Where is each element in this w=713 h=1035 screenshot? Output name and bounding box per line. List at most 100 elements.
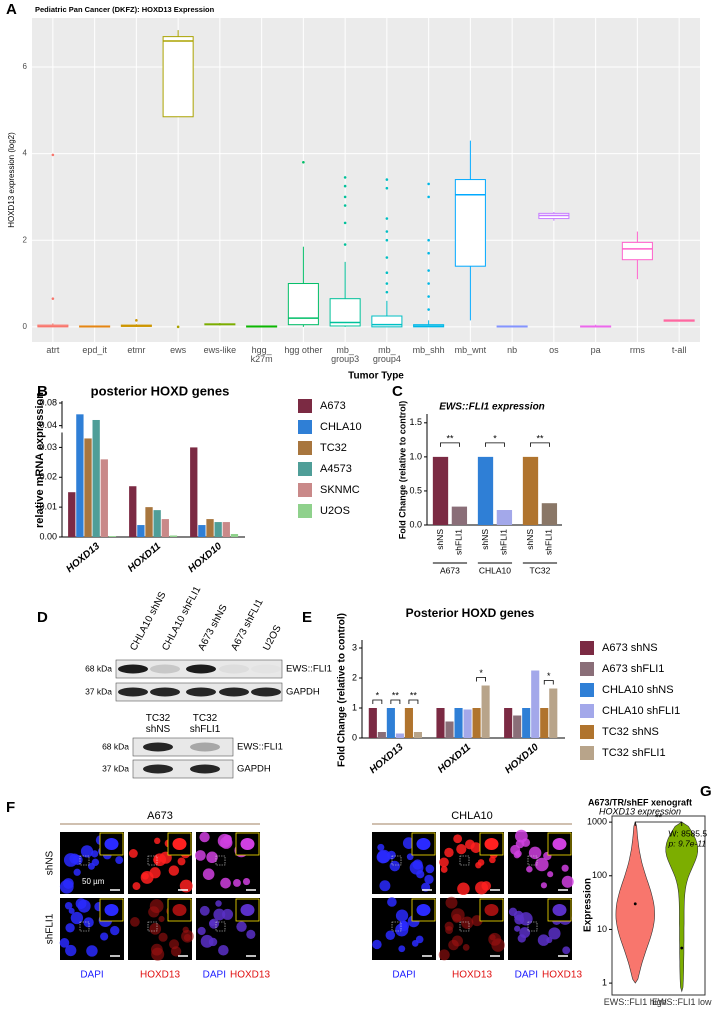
legend-label: CHLA10 [320, 421, 362, 433]
column-header: A673 [147, 810, 173, 822]
row-label: shNS [45, 850, 56, 875]
y-tick-label: 0.00 [39, 531, 57, 541]
significance-label: ** [392, 690, 400, 700]
lane-label: A673 shNS [196, 603, 230, 653]
significance-bracket [530, 442, 550, 447]
inset-cell [172, 904, 187, 916]
significance-bracket [634, 821, 683, 826]
y-tick-label: 0.03 [39, 442, 57, 452]
legend-label: U2OS [320, 505, 350, 517]
nucleus [199, 905, 210, 916]
x-tick-label: HOXD13 [64, 541, 102, 575]
inset-cell [104, 904, 119, 916]
marker-label: 68 kDa [85, 663, 112, 673]
outlier [343, 221, 347, 225]
bar [190, 447, 198, 537]
y-tick-label: 0 [352, 732, 357, 742]
y-tick-label: 1 [352, 702, 357, 712]
nucleus [158, 915, 165, 923]
bar [522, 456, 539, 525]
bar [432, 456, 449, 525]
y-tick-label: 4 [23, 149, 28, 158]
nucleus [444, 847, 454, 858]
y-tick-label: 0.04 [39, 420, 57, 430]
significance-label: * [376, 690, 380, 700]
box [162, 36, 194, 118]
panel-letter: G [700, 783, 712, 800]
nucleus [177, 857, 186, 866]
blot-band [190, 764, 220, 774]
nucleus [457, 882, 470, 896]
nucleus [470, 842, 482, 853]
significance-bracket [440, 442, 460, 447]
bar [504, 708, 513, 738]
nucleus [387, 897, 397, 907]
nucleus [83, 917, 94, 928]
nucleus [456, 844, 467, 855]
blot-band [186, 687, 216, 697]
nucleus [445, 926, 454, 935]
outlier [427, 282, 430, 285]
bar [206, 519, 214, 537]
channel-label: HOXD13 [230, 970, 270, 981]
x-tick-label: etmr [127, 345, 146, 355]
x-tick-label: shNS [480, 529, 490, 550]
blot-band [251, 687, 281, 697]
box [621, 241, 653, 261]
zoom-box [391, 921, 402, 932]
nucleus [86, 945, 98, 957]
legend-swatch [298, 420, 312, 434]
x-tick-label: HOXD10 [503, 742, 541, 776]
zoom-box [147, 921, 158, 932]
nucleus [398, 945, 406, 953]
x-tick-label: os [549, 345, 559, 355]
outlier [343, 204, 347, 207]
blot-band [251, 665, 281, 674]
y-axis-label: relative mRNA expression [34, 392, 46, 528]
chart-title: A673/TR/shEF xenograft [588, 797, 692, 807]
nucleus [110, 925, 120, 936]
nucleus [128, 849, 138, 858]
significance-bracket [372, 699, 383, 704]
nucleus [416, 870, 425, 879]
y-tick-label: 2 [352, 672, 357, 682]
y-tick-label: 1000 [587, 816, 607, 826]
blot-band [150, 687, 180, 697]
stat-label: p: 9.7e-11 [668, 838, 707, 848]
zoom-box [459, 855, 470, 866]
nucleus [451, 935, 463, 947]
bar [445, 721, 454, 738]
bar [531, 670, 540, 738]
x-tick-label: shFLI1 [454, 529, 464, 555]
blot-band [186, 664, 216, 674]
nucleus [526, 865, 533, 873]
y-tick-label: 6 [23, 62, 28, 71]
legend-label: A673 shFLI1 [602, 663, 664, 675]
x-tick-label: t-all [671, 345, 687, 355]
legend-swatch [298, 504, 312, 518]
nucleus [233, 879, 241, 887]
legend-label: A4573 [320, 463, 352, 475]
y-tick-label: 0 [23, 322, 28, 331]
outlier [427, 308, 430, 311]
band-label: EWS::FLI1 [286, 664, 332, 675]
nucleus [246, 929, 256, 939]
inset-cell [240, 838, 255, 850]
outlier [343, 195, 347, 199]
x-tick-label: hgg other [284, 345, 323, 355]
y-axis-label: HOXD13 expression (log2) [7, 132, 16, 228]
significance-label: * [493, 433, 497, 443]
box [329, 298, 361, 327]
significance-label: ** [410, 690, 418, 700]
legend-swatch [298, 483, 312, 497]
outlier [385, 230, 389, 233]
bar [413, 732, 422, 738]
bar [540, 708, 549, 738]
legend-label: TC32 shNS [602, 726, 659, 738]
bar [108, 536, 117, 537]
bar [222, 522, 230, 537]
x-tick-label: atrt [46, 345, 60, 355]
outlier [427, 195, 430, 199]
x-tick-label: EWS::FLI1 low [651, 997, 712, 1007]
